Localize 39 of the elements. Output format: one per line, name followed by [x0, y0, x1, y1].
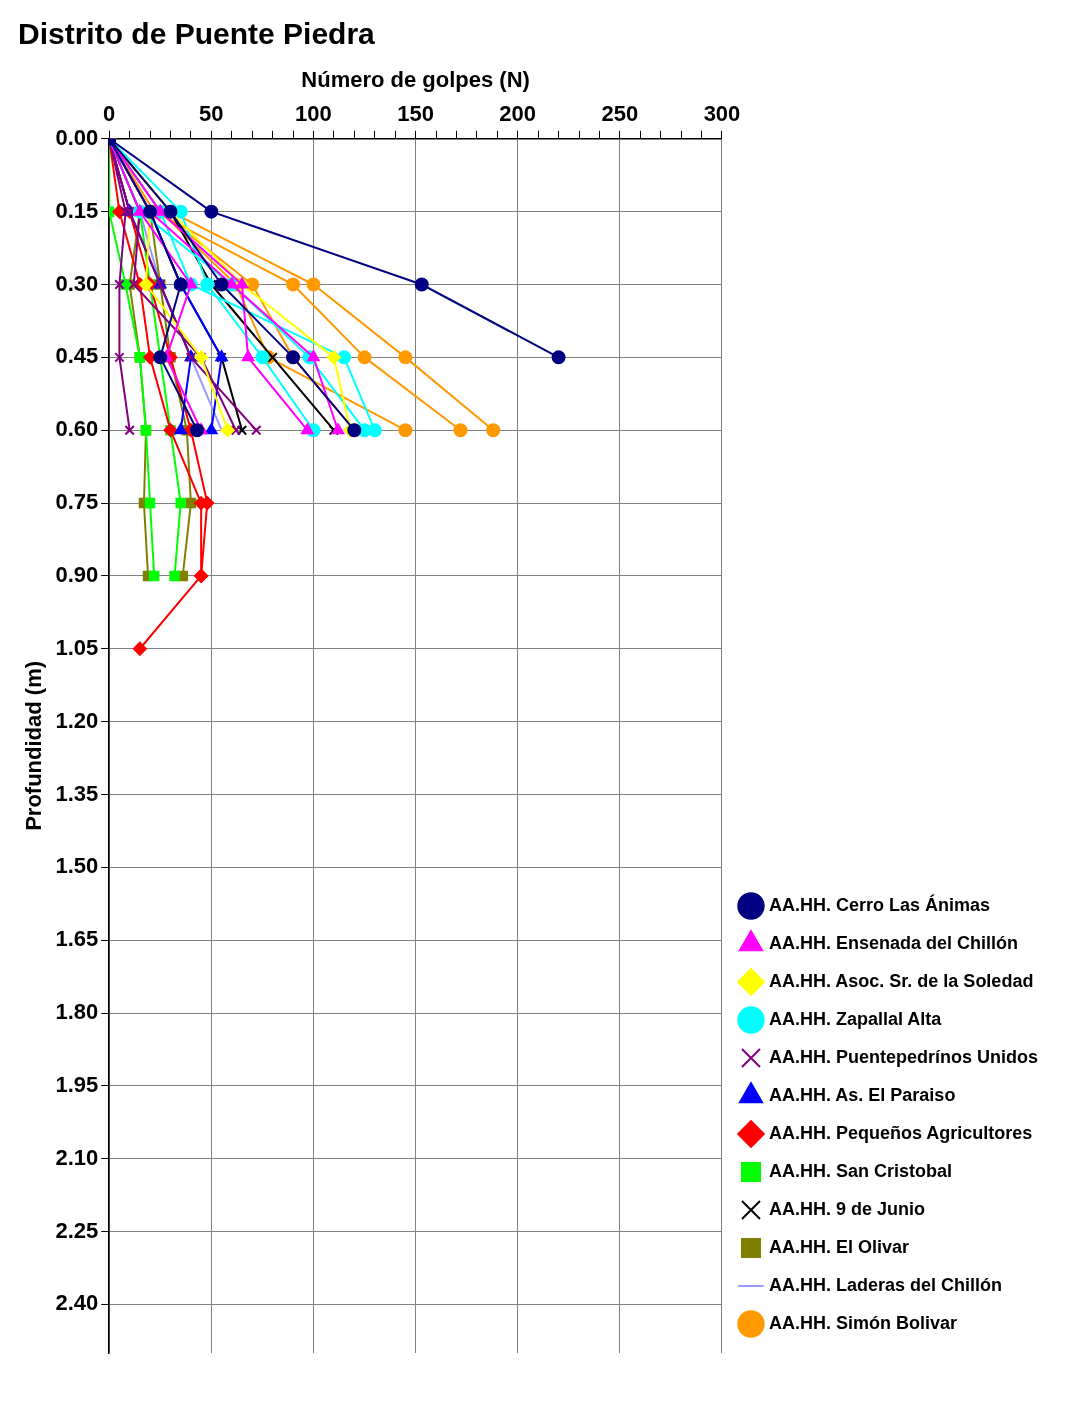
y-tick-label: 0.15	[55, 197, 99, 223]
y-tick-label: 1.80	[55, 999, 99, 1025]
x-tick-label: 100	[295, 100, 332, 126]
legend-label: AA.HH. Puentepedrínos Unidos	[768, 1046, 1038, 1067]
legend-label: AA.HH. Pequeños Agricultores	[768, 1122, 1033, 1143]
x-axis-title: Número de golpes (N)	[301, 67, 530, 93]
legend-label: AA.HH. 9 de Junio	[768, 1198, 925, 1219]
y-tick-label: 1.05	[55, 634, 99, 660]
y-tick-label: 2.40	[55, 1290, 99, 1316]
x-tick-label: 200	[499, 100, 537, 126]
y-tick-label: 0.90	[55, 561, 99, 587]
x-tick-label: 50	[199, 100, 224, 126]
legend-label: AA.HH. As. El Paraiso	[768, 1084, 956, 1105]
y-tick-label: 2.25	[55, 1217, 99, 1243]
legend-label: AA.HH. El Olivar	[768, 1236, 910, 1257]
y-axis-title: Profundidad (m)	[21, 660, 47, 831]
y-tick-label: 0.60	[55, 416, 99, 442]
x-tick-label: 150	[397, 100, 434, 126]
legend-label: AA.HH. San Cristobal	[768, 1160, 953, 1181]
legend-label: AA.HH. Laderas del Chillón	[768, 1274, 1003, 1295]
chart-title: Distrito de Puente Piedra	[18, 17, 376, 51]
y-tick-label: 0.30	[55, 270, 99, 296]
legend-label: AA.HH. Ensenada del Chillón	[768, 932, 1019, 953]
legend-label: AA.HH. Asoc. Sr. de la Soledad	[768, 970, 1034, 991]
x-tick-label: 250	[601, 100, 639, 126]
y-tick-label: 1.95	[55, 1071, 99, 1097]
y-tick-label: 1.20	[55, 707, 99, 733]
y-tick-label: 1.50	[55, 853, 99, 879]
y-tick-label: 1.65	[55, 926, 99, 952]
y-tick-label: 1.35	[55, 780, 99, 806]
y-tick-label: 0.00	[55, 124, 99, 150]
x-tick-label: 300	[703, 100, 741, 126]
y-tick-label: 0.45	[55, 343, 99, 369]
x-tick-label: 0	[103, 100, 116, 126]
legend-label: AA.HH. Zapallal Alta	[768, 1008, 943, 1029]
y-tick-label: 0.75	[55, 489, 99, 515]
legend-label: AA.HH. Cerro Las Ánimas	[768, 893, 991, 915]
legend-label: AA.HH. Simón Bolivar	[768, 1312, 958, 1333]
y-tick-label: 2.10	[55, 1144, 99, 1170]
